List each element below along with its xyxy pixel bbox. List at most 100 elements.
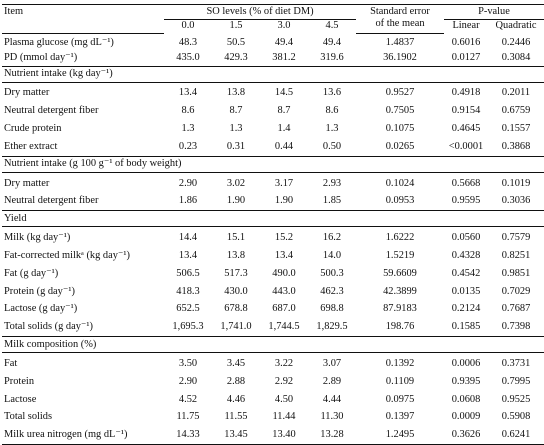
quadratic-pvalue: 0.7995 (501, 375, 531, 387)
quadratic-pvalue: 0.7398 (501, 321, 531, 333)
linear-pvalue: 0.2124 (451, 303, 481, 315)
level-header-3: 4.5 (325, 20, 339, 31)
level-value-3: 14.0 (322, 249, 342, 261)
table-row: Fat (g day⁻¹) 506.5 517.3 490.0 500.3 59.6609… (2, 265, 544, 283)
se-value: 1.6222 (385, 232, 415, 244)
level-value-2: 687.0 (272, 303, 296, 315)
level-value-2: 1,744.5 (268, 321, 300, 333)
level-value-3: 8.6 (325, 105, 339, 117)
level-value-1: 0.31 (226, 140, 246, 152)
se-value: 0.1392 (385, 357, 415, 369)
quadratic-pvalue: 0.6241 (488, 426, 544, 445)
level-value-3: 1.85 (322, 195, 342, 207)
section-title: Nutrient intake (kg day⁻¹) (2, 65, 544, 83)
quadratic-pvalue: 0.2446 (501, 36, 531, 48)
level-value-3: 0.50 (322, 140, 342, 152)
linear-pvalue: 0.4542 (451, 267, 481, 279)
row-label: Crude protein (4, 122, 62, 134)
table-row: Neutral detergent fiber 1.86 1.90 1.90 1.85 0… (2, 192, 544, 210)
table-row: Neutral detergent fiber 8.6 8.7 8.7 8.6 0.750… (2, 102, 544, 120)
table-row: Fat-corrected milkᵃ (kg day⁻¹) 13.4 13.8 13… (2, 247, 544, 265)
level-value-0: 506.5 (176, 267, 200, 279)
se-value: 0.1109 (385, 375, 415, 387)
se-value: 0.9527 (385, 87, 415, 99)
section-title: Milk composition (%) (2, 336, 544, 354)
linear-pvalue: 0.4918 (451, 87, 481, 99)
quadratic-pvalue: 0.7029 (501, 285, 531, 297)
row-label: Neutral detergent fiber (4, 195, 99, 207)
header-row-1: Item SO levels (% of diet DM) Standard e… (2, 4, 544, 34)
level-value-1: 13.45 (212, 426, 260, 445)
level-value-3: 16.2 (322, 232, 342, 244)
se-value: 198.76 (385, 321, 415, 333)
level-value-1: 3.02 (226, 177, 246, 189)
se-value: 36.1902 (383, 52, 417, 63)
quadratic-pvalue: 0.5908 (501, 411, 531, 423)
level-header-0: 0.0 (181, 20, 195, 31)
table-row: Milk urea nitrogen (mg dL⁻¹) 14.33 13.45 13… (2, 426, 544, 445)
level-value-2: 13.40 (260, 426, 308, 445)
linear-pvalue: 0.6016 (451, 36, 481, 48)
level-value-0: 14.33 (164, 426, 212, 445)
quadratic-pvalue: 0.9525 (501, 393, 531, 405)
level-value-3: 13.28 (308, 426, 356, 445)
row-label: Ether extract (4, 140, 58, 152)
level-value-3: 319.6 (320, 52, 344, 63)
level-value-2: 14.5 (274, 87, 294, 99)
level-value-3: 13.6 (322, 87, 342, 99)
se-header: Standard error of the mean (356, 4, 444, 34)
linear-pvalue: 0.0006 (451, 357, 481, 369)
se-value: 0.0975 (385, 393, 415, 405)
quadratic-pvalue: 0.3868 (501, 140, 531, 152)
table-row: Total solids (g day⁻¹) 1,695.3 1,741.0 1,74… (2, 318, 544, 336)
level-value-2: 3.22 (274, 357, 294, 369)
table-row: Lactose 4.52 4.46 4.50 4.44 0.0975 0.0608 0.952… (2, 391, 544, 409)
table-row: Plasma glucose (mg dL⁻¹) 48.3 50.5 49.4 49.4… (2, 33, 544, 51)
row-label: Protein (g day⁻¹) (4, 285, 75, 297)
level-value-3: 462.3 (320, 285, 344, 297)
results-table-container: Item SO levels (% of diet DM) Standard e… (2, 4, 544, 445)
level-value-0: 48.3 (178, 36, 198, 48)
level-value-1: 1.3 (229, 122, 243, 134)
level-value-0: 652.5 (176, 303, 200, 315)
linear-pvalue: 0.0608 (451, 393, 481, 405)
quadratic-pvalue: 0.7579 (501, 232, 531, 244)
section-header-row: Nutrient intake (g 100 g⁻¹ of body weigh… (2, 155, 544, 173)
level-value-1: 678.8 (224, 303, 248, 315)
table-row: PD (mmol day⁻¹) 435.0 429.3 381.2 319.6 36.19… (2, 51, 544, 67)
row-label: Total solids (4, 411, 53, 423)
level-value-3: 1.3 (325, 122, 339, 134)
level-value-0: 435.0 (176, 52, 200, 63)
row-label: Fat-corrected milkᵃ (kg day⁻¹) (4, 249, 130, 261)
row-label: Lactose (g day⁻¹) (4, 303, 78, 315)
level-value-0: 1.3 (181, 122, 195, 134)
se-value: 0.1024 (385, 177, 415, 189)
linear-pvalue: 0.0135 (451, 285, 481, 297)
item-header: Item (2, 4, 164, 34)
level-value-2: 8.7 (277, 105, 291, 117)
row-label: Total solids (g day⁻¹) (4, 321, 93, 333)
level-value-2: 4.50 (274, 393, 294, 405)
se-value: 1.4837 (385, 37, 415, 48)
quadratic-pvalue: 0.6759 (501, 105, 531, 117)
quadratic-pvalue: 0.2011 (501, 87, 531, 99)
level-value-3: 2.89 (322, 375, 342, 387)
level-value-0: 14.4 (178, 232, 198, 244)
level-value-2: 1.4 (277, 122, 291, 134)
row-label: Milk (kg day⁻¹) (4, 232, 71, 244)
level-value-2: 443.0 (272, 285, 296, 297)
linear-pvalue: 0.5668 (451, 177, 481, 189)
level-value-1: 2.88 (226, 375, 246, 387)
section-header-row: Milk composition (%) (2, 336, 544, 354)
pvalue-header: P-value (444, 4, 544, 20)
row-label: Dry matter (4, 177, 50, 189)
table-row: Crude protein 1.3 1.3 1.4 1.3 0.1075 0.4645 0.1… (2, 120, 544, 138)
level-value-1: 13.8 (226, 249, 246, 261)
level-value-1: 11.55 (224, 411, 248, 423)
level-value-0: 4.52 (178, 393, 198, 405)
table-row: Fat 3.50 3.45 3.22 3.07 0.1392 0.0006 0.3731 (2, 353, 544, 373)
se-value: 0.0953 (385, 195, 415, 207)
so-levels-header: SO levels (% of diet DM) (164, 4, 356, 20)
level-value-1: 430.0 (224, 285, 248, 297)
level-value-1: 1,741.0 (220, 321, 252, 333)
